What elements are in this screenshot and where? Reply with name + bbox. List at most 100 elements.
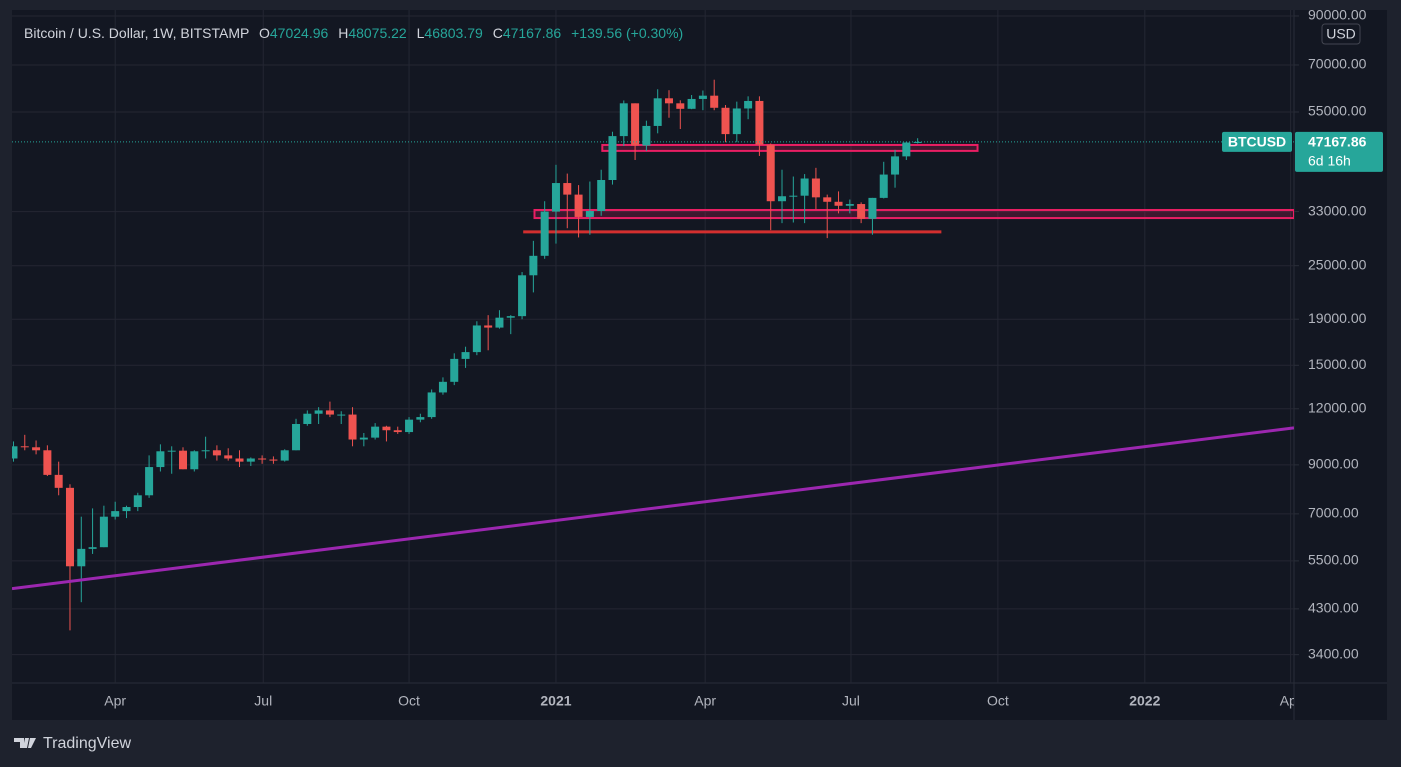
candle-body (269, 459, 278, 461)
candle-body (382, 426, 391, 431)
trend-line (12, 426, 1294, 591)
candle-body (303, 413, 312, 424)
x-tick-label: Oct (987, 693, 1009, 709)
y-tick-label: 15000.00 (1308, 356, 1367, 372)
candle-body (902, 142, 911, 157)
candle-body (393, 430, 402, 433)
candle-body (597, 180, 606, 211)
candle-body (698, 95, 707, 99)
candle-body (811, 178, 820, 198)
candle-body (619, 103, 628, 137)
candle-body (224, 455, 233, 459)
candle-body (235, 458, 244, 462)
candle-body (156, 451, 165, 468)
candle-body (744, 100, 753, 109)
candle-body (359, 437, 368, 440)
candle-body (145, 467, 154, 496)
price-box (1295, 131, 1383, 172)
grid (12, 10, 1294, 683)
time-axis: Apr Jul Oct 2021 Apr Jul Oct 2022 Apr (104, 693, 1302, 709)
candle-body (65, 487, 74, 567)
high-value: 48075.22 (348, 25, 407, 41)
last-price: 47167.86 (1308, 134, 1367, 150)
currency-box (1321, 23, 1361, 45)
candle-body (755, 100, 764, 145)
y-tick-label: 25000.00 (1308, 256, 1367, 272)
y-tick-label: 7000.00 (1308, 505, 1359, 521)
countdown: 6d 16h (1308, 153, 1351, 169)
brand-logo: TradingView (14, 735, 131, 752)
zone (601, 143, 979, 152)
candle-body (461, 352, 470, 359)
candle-body (574, 194, 583, 217)
low-value: 46803.79 (424, 25, 483, 41)
y-tick-label: 90000.00 (1308, 7, 1367, 23)
candle-body (88, 547, 97, 549)
candle-body (879, 174, 888, 198)
candle-body (913, 141, 922, 143)
candle-body (732, 108, 741, 135)
y-tick-label: 4300.00 (1308, 600, 1359, 616)
brand: TradingView (43, 735, 131, 752)
candle-body (179, 450, 188, 470)
candle-body (766, 144, 775, 202)
candle-body (43, 450, 52, 475)
candle-body (20, 446, 29, 448)
candle-body (653, 98, 662, 126)
candle-body (506, 316, 515, 318)
candle-body (834, 201, 843, 206)
candle-body (77, 548, 86, 567)
candle-body (608, 136, 617, 181)
y-tick-label: 33000.00 (1308, 202, 1367, 218)
candle-body (585, 210, 594, 217)
logo-icon (14, 738, 36, 748)
overlay: BTCUSD 47167.86 6d 16h USD (12, 23, 1383, 172)
candle-body (551, 183, 560, 212)
x-tick-label: Apr (1280, 693, 1302, 709)
drawings (523, 143, 1294, 234)
candle-body (314, 410, 323, 414)
x-tick-label: Jul (842, 693, 860, 709)
candle-body (868, 197, 877, 219)
y-tick-label: 5500.00 (1308, 552, 1359, 568)
candle-body (823, 197, 832, 202)
symbol-box (1222, 131, 1292, 152)
candle-body (325, 410, 334, 415)
candle-body (664, 98, 673, 104)
candle-body (292, 423, 301, 451)
candle-body (778, 196, 787, 202)
y-tick-label: 55000.00 (1308, 103, 1367, 119)
candle-body (371, 426, 380, 438)
zone (533, 208, 1294, 220)
candles (12, 79, 922, 631)
x-tick-label: 2021 (540, 693, 571, 709)
candle-body (438, 381, 447, 393)
x-tick-label: Apr (104, 693, 126, 709)
x-tick-label: Jul (254, 693, 272, 709)
candle-body (122, 507, 131, 512)
y-tick-label: 70000.00 (1308, 56, 1367, 72)
candle-body (167, 450, 176, 452)
symbol-label: BTCUSD (1228, 134, 1286, 150)
candle-body (721, 107, 730, 135)
y-tick-label: 9000.00 (1308, 456, 1359, 472)
candle-body (789, 195, 798, 197)
candle-body (12, 446, 18, 459)
candle-body (857, 204, 866, 219)
close-value: 47167.86 (503, 25, 562, 41)
x-tick-label: Apr (694, 693, 716, 709)
y-tick-label: 12000.00 (1308, 399, 1367, 415)
candle-body (54, 474, 63, 488)
chart-title: Bitcoin / U.S. Dollar, 1W, BITSTAMP (24, 25, 249, 41)
candle-body (495, 317, 504, 328)
price-axis: 3400.00 4300.00 5500.00 7000.00 9000.00 12000… (1294, 7, 1367, 661)
close-label: C (493, 25, 503, 41)
y-tick-label: 19000.00 (1308, 310, 1367, 326)
open-label: O (259, 25, 270, 41)
x-tick-label: Oct (398, 693, 420, 709)
candle-body (529, 255, 538, 276)
candle-body (891, 156, 900, 175)
candle-body (201, 450, 210, 452)
